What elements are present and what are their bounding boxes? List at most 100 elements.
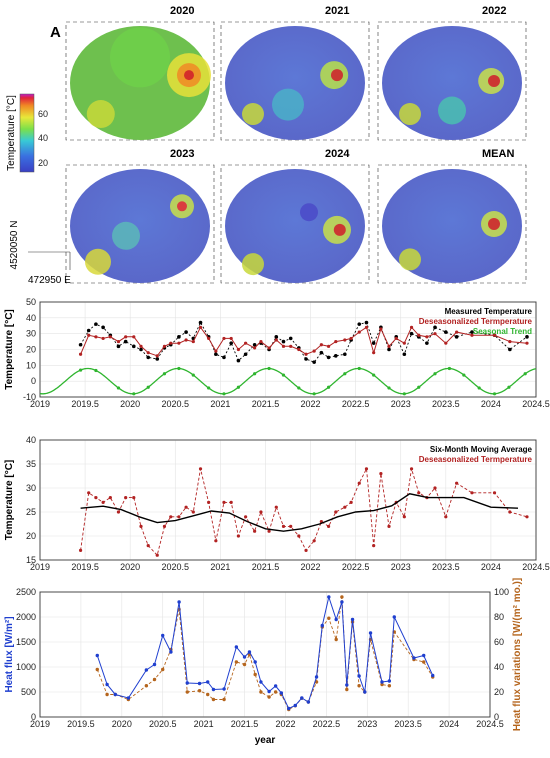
deseasonalized-point — [94, 335, 98, 339]
seasonal-trend-point — [253, 372, 257, 376]
y-tick-label: 1000 — [16, 662, 36, 672]
legend-entry: Six-Month Moving Average — [430, 445, 533, 454]
colorbar-label: Temperature [°C] — [6, 95, 17, 171]
deseasonalized-point — [372, 351, 376, 355]
map-2021: 2021 — [220, 5, 370, 141]
measured-temperature-point — [312, 360, 316, 364]
deseasonalized-point — [253, 529, 257, 533]
deseasonalized-point — [214, 539, 218, 543]
colorbar-tick-20: 20 — [38, 158, 48, 168]
deseasonalized-point — [349, 336, 353, 341]
deseasonalized-point — [94, 496, 98, 500]
deseasonalized-point — [492, 333, 497, 337]
x-tick-label: 2021.5 — [252, 399, 280, 409]
map-hotspot — [85, 248, 111, 275]
y-tick-label: 0 — [31, 376, 36, 386]
deseasonalized-point — [198, 325, 203, 329]
deseasonalized-point — [455, 330, 459, 334]
x-tick-label: 2019 — [30, 562, 50, 572]
seasonal-trend-point — [177, 366, 181, 371]
heat-flux-point — [206, 680, 210, 684]
heat-flux-point — [113, 692, 117, 697]
panel-d-ylabel-right: Heat flux variations [W/(m² mo.)] — [512, 578, 523, 731]
heat-flux-point — [306, 700, 311, 704]
seasonal-trend-point — [417, 385, 421, 389]
heat-flux-point — [242, 655, 247, 659]
deseasonalized-point — [409, 467, 414, 471]
measured-temperature-point — [433, 325, 437, 330]
deseasonalized-point — [229, 336, 233, 341]
y-tick-label: 15 — [26, 555, 36, 565]
deseasonalized-point — [387, 524, 391, 529]
deseasonalized-point — [409, 325, 414, 329]
deseasonalized-point — [184, 338, 188, 342]
measured-temperature-point — [139, 347, 143, 352]
y-right-tick-label: 80 — [494, 612, 504, 622]
x-tick-label: 2023.5 — [432, 399, 460, 409]
deseasonalized-point — [259, 510, 263, 514]
deseasonalized-point — [116, 510, 121, 514]
seasonal-trend-point — [372, 373, 376, 377]
heat-flux-variation-point — [340, 595, 344, 599]
map-title: 2021 — [325, 5, 349, 17]
map-title: 2023 — [170, 148, 194, 160]
deseasonalized-point — [402, 341, 406, 345]
y-tick-label: 0 — [31, 712, 36, 722]
heat-flux-point — [363, 690, 367, 694]
map-hotspot — [112, 221, 140, 250]
heat-flux-variation-point — [422, 660, 426, 664]
y-tick-label: 10 — [26, 360, 36, 370]
x-tick-label: 2022 — [275, 719, 295, 729]
deseasonalized-point — [492, 491, 497, 495]
measured-temperature-point — [123, 339, 128, 344]
map-2020: 2020 — [65, 5, 215, 141]
deseasonalized-point — [139, 524, 143, 529]
measured-temperature-point — [304, 357, 308, 361]
heat-flux-point — [211, 687, 216, 692]
deseasonalized-point — [124, 496, 128, 500]
heat-flux-variation-point — [105, 692, 109, 697]
heat-flux-point — [169, 650, 173, 654]
deseasonalized-point — [289, 344, 293, 348]
y-right-tick-label: 0 — [494, 712, 499, 722]
deseasonalized-point — [297, 534, 301, 538]
deseasonalized-point — [162, 524, 167, 529]
heat-flux-point — [144, 668, 149, 672]
deseasonalized-point — [425, 335, 429, 339]
map-2024: 2024 — [220, 148, 370, 284]
deseasonalized-point — [455, 481, 459, 485]
coord-east-label: 472950 E — [28, 275, 71, 286]
deseasonalized-point — [184, 505, 188, 509]
seasonal-trend-point — [326, 385, 331, 389]
heat-flux-point — [259, 680, 263, 684]
deseasonalized-point — [349, 500, 353, 504]
measured-temperature-point — [274, 335, 279, 339]
measured-temperature-point — [402, 352, 407, 357]
map-hotspot — [331, 69, 343, 82]
heat-flux-point — [334, 617, 338, 622]
seasonal-trend-point — [343, 372, 347, 376]
deseasonalized-point — [253, 346, 257, 350]
x-tick-label: 2023.5 — [394, 719, 422, 729]
legend-entry: Seasonal Trend — [473, 327, 532, 336]
panel-c: C 20192019.520202020.520212021.520222022… — [4, 435, 550, 572]
measured-temperature-point — [116, 344, 121, 349]
y-tick-label: 40 — [26, 435, 36, 445]
x-tick-label: 2022.5 — [342, 562, 370, 572]
colorbar — [19, 93, 35, 173]
x-tick-label: 2019 — [30, 719, 50, 729]
deseasonalized-point — [259, 339, 263, 344]
deseasonalized-point — [470, 491, 474, 495]
map-area — [225, 169, 365, 283]
measured-temperature-point — [409, 331, 414, 336]
y-right-tick-label: 40 — [494, 662, 504, 672]
moving-average-line — [80, 493, 519, 532]
deseasonalized-point — [326, 344, 331, 348]
deseasonalized-point — [402, 515, 406, 519]
measured-temperature-point — [214, 352, 218, 357]
deseasonalized-point — [343, 338, 347, 342]
deseasonalized-point — [508, 510, 512, 514]
heat-flux-point — [152, 662, 157, 667]
heat-flux-variation-point — [144, 684, 149, 688]
